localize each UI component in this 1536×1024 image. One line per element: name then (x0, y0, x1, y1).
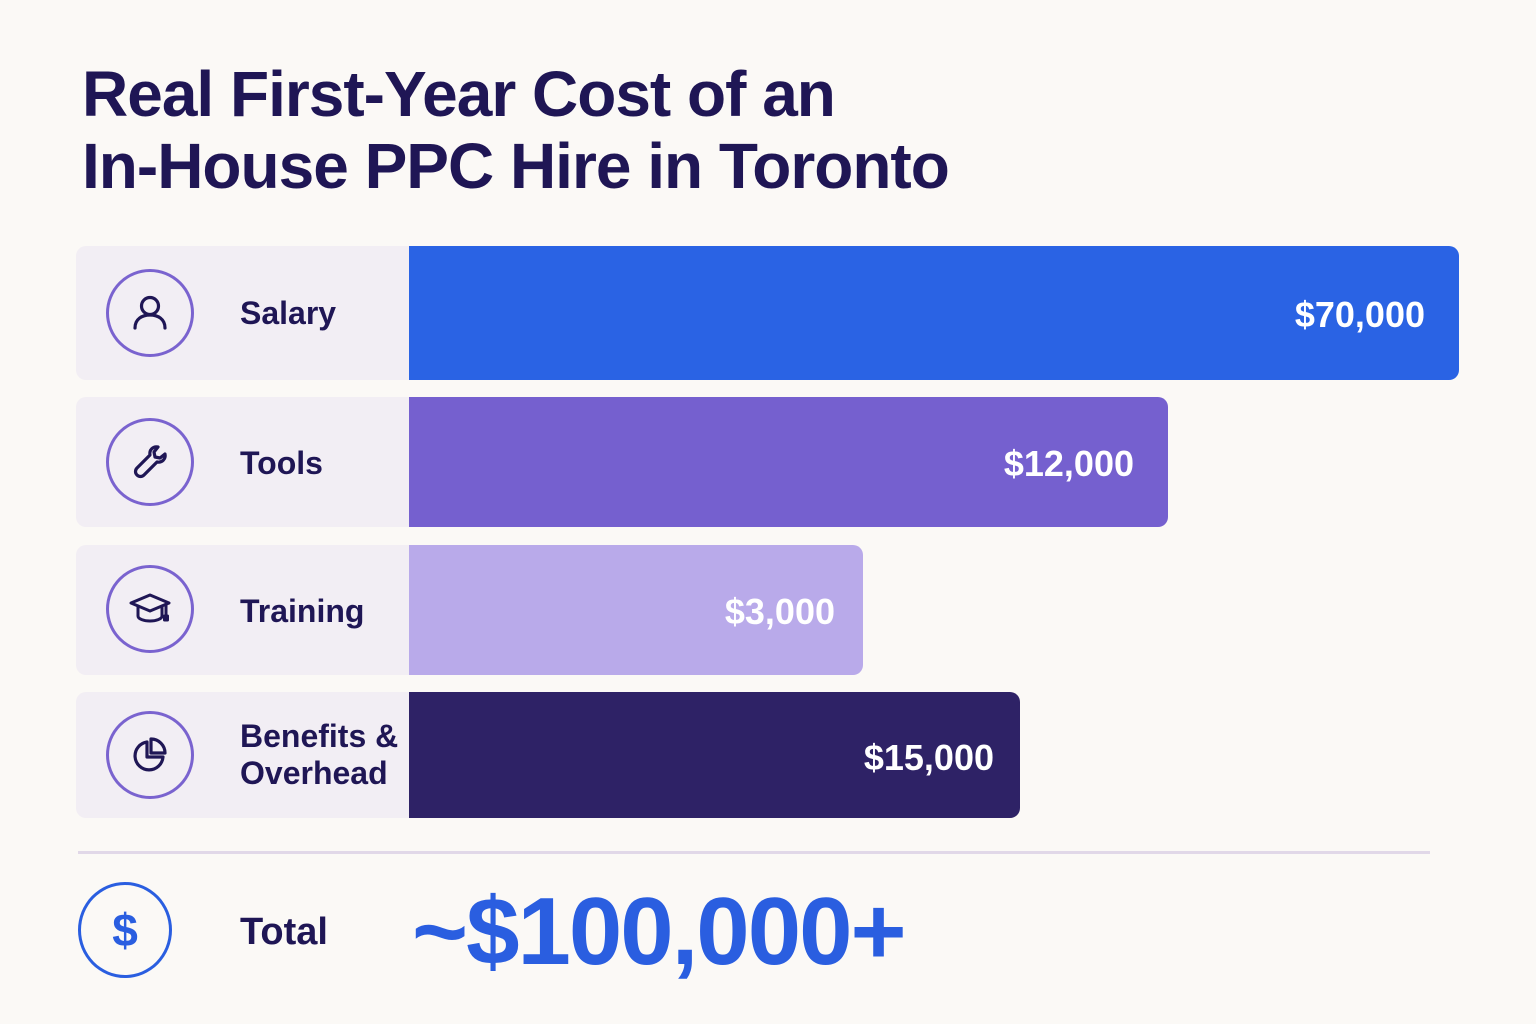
total-value: ~$100,000+ (412, 878, 907, 985)
pie-chart-icon (106, 711, 194, 799)
label-box: Salary (76, 246, 410, 380)
row-label: Training (240, 593, 365, 629)
bar-training: $3,000 (409, 545, 863, 675)
user-icon (106, 269, 194, 357)
row-label: Benefits & Overhead (240, 718, 398, 792)
bar-tools: $12,000 (409, 397, 1168, 527)
dollar-glyph: $ (112, 904, 138, 956)
bar-salary: $70,000 (409, 246, 1459, 380)
row-label: Tools (240, 445, 323, 481)
wrench-icon (106, 418, 194, 506)
row-label: Salary (240, 295, 337, 331)
title-line-2: In-House PPC Hire in Toronto (82, 130, 950, 202)
bar-benefits-overhead: $15,000 (409, 692, 1020, 818)
chart-title: Real First-Year Cost of an In-House PPC … (82, 58, 950, 202)
label-box: Benefits & Overhead (76, 692, 410, 818)
dollar-icon: $ (78, 882, 172, 978)
bar-value: $12,000 (1003, 443, 1134, 484)
bar-value: $15,000 (863, 737, 994, 778)
bar-value: $70,000 (1294, 294, 1425, 335)
title-line-1: Real First-Year Cost of an (82, 58, 836, 130)
graduation-cap-icon (106, 565, 194, 653)
row-label-line-2: Overhead (240, 755, 388, 791)
divider (78, 851, 1430, 854)
label-box: Tools (76, 397, 410, 527)
total-label: Total (240, 911, 328, 953)
label-box: Training (76, 545, 410, 675)
bar-value: $3,000 (724, 591, 835, 632)
row-label-line-1: Benefits & (240, 718, 399, 754)
